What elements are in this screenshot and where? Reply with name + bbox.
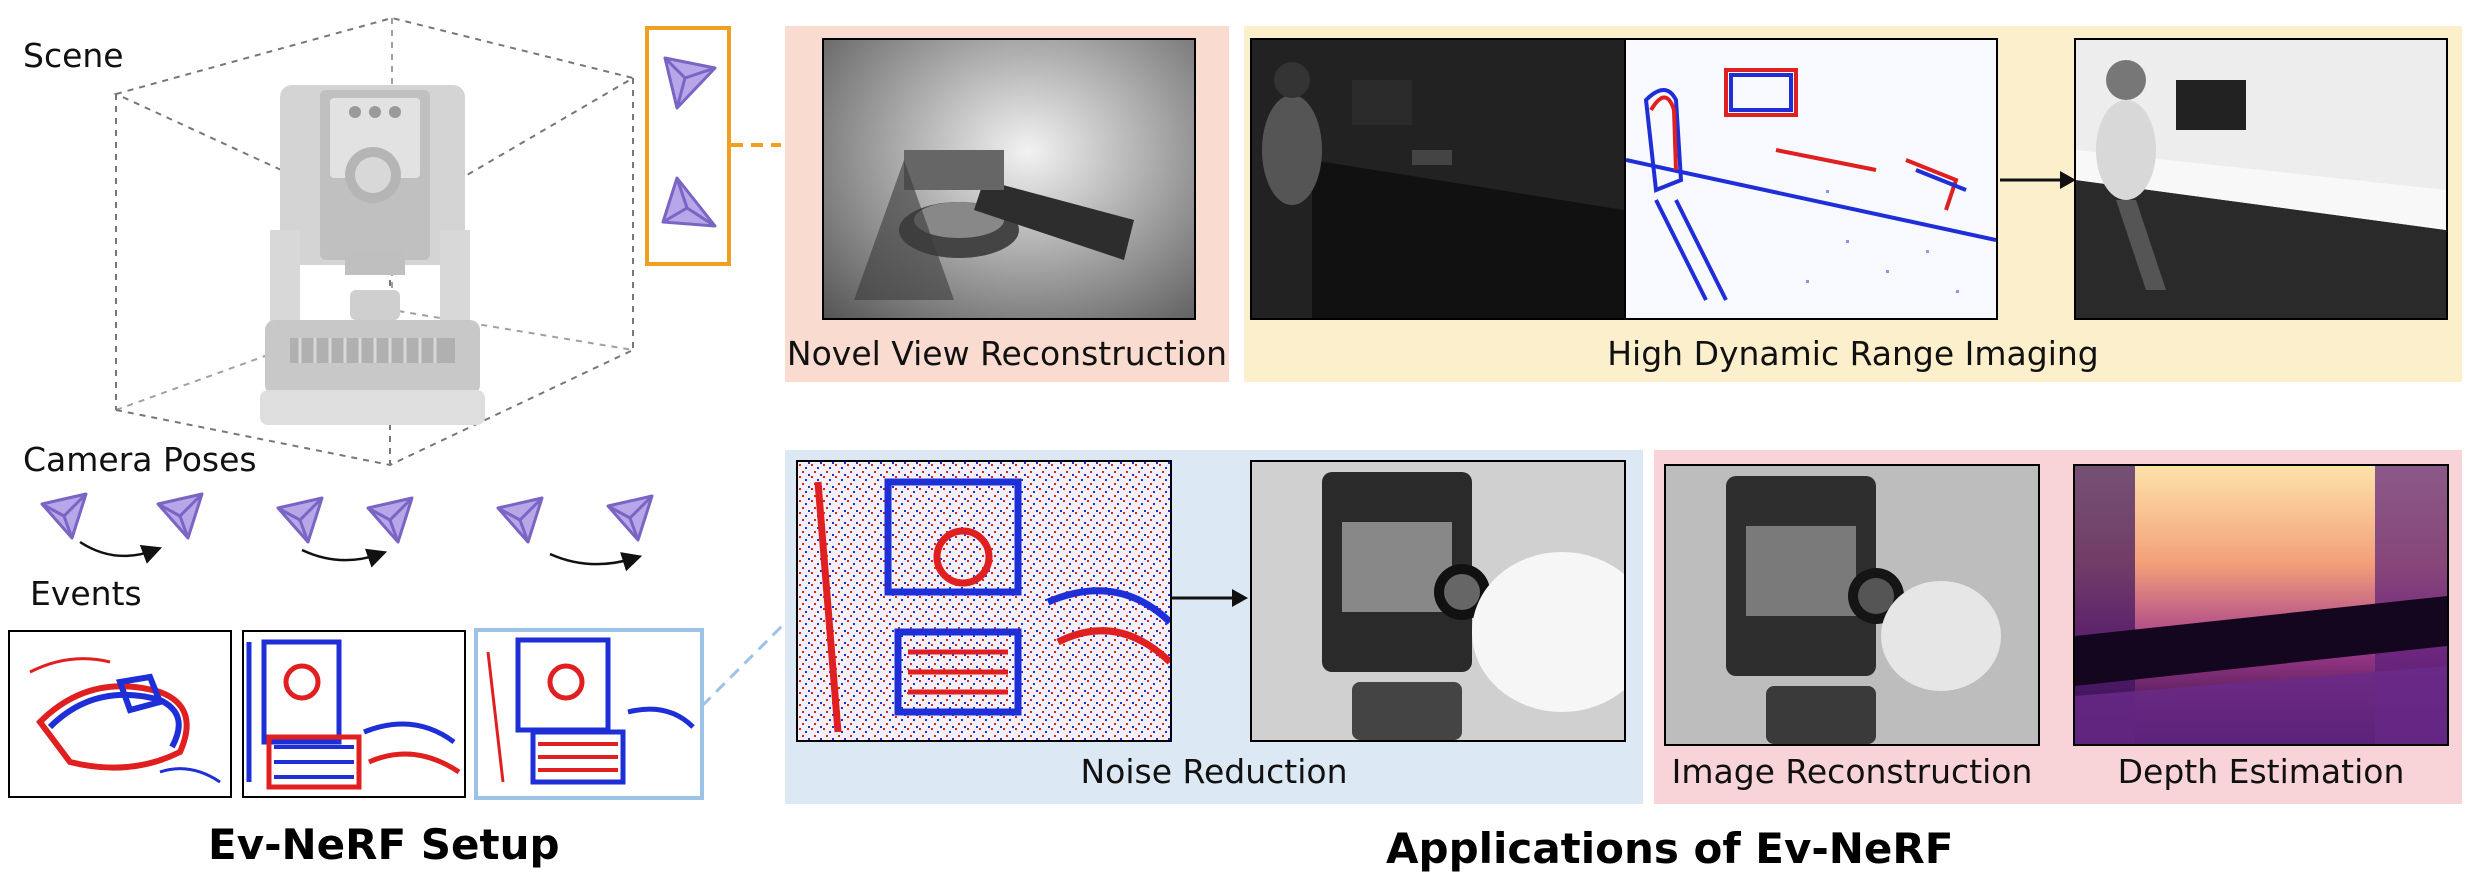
scene-label: Scene bbox=[23, 36, 124, 75]
camera-poses-row bbox=[40, 492, 654, 572]
selected-cameras-box bbox=[645, 26, 731, 266]
event-frame-selected bbox=[474, 628, 704, 800]
noisy-events-image bbox=[796, 460, 1172, 742]
image-reconstruction-caption: Image Reconstruction bbox=[1671, 752, 2033, 791]
applications-title: Applications of Ev-NeRF bbox=[1386, 824, 1954, 873]
novel-view-caption: Novel View Reconstruction bbox=[786, 334, 1228, 373]
coffee-machine-image bbox=[260, 85, 485, 425]
event-frame bbox=[242, 630, 466, 798]
arrow-icon bbox=[1172, 589, 1248, 607]
noise-caption: Noise Reduction bbox=[1080, 752, 1348, 791]
hdr-caption: High Dynamic Range Imaging bbox=[1607, 334, 2099, 373]
image-reconstruction-image bbox=[1664, 464, 2040, 746]
camera-icon bbox=[663, 56, 717, 110]
camera-icon bbox=[661, 176, 717, 228]
connector-dashed-line bbox=[731, 143, 781, 147]
camera-poses-label: Camera Poses bbox=[23, 440, 257, 479]
hdr-output-image bbox=[2074, 38, 2448, 320]
denoised-image bbox=[1250, 460, 1626, 742]
novel-view-image bbox=[822, 38, 1196, 320]
setup-title: Ev-NeRF Setup bbox=[208, 820, 560, 869]
zoom-dashed-line bbox=[700, 618, 790, 708]
hdr-events-image bbox=[1624, 38, 1998, 320]
events-label: Events bbox=[30, 574, 142, 613]
depth-estimation-image bbox=[2073, 464, 2449, 746]
event-frame bbox=[8, 630, 232, 798]
depth-estimation-caption: Depth Estimation bbox=[2117, 752, 2405, 791]
arrow-icon bbox=[2000, 171, 2076, 189]
hdr-dark-input-image bbox=[1250, 38, 1626, 320]
